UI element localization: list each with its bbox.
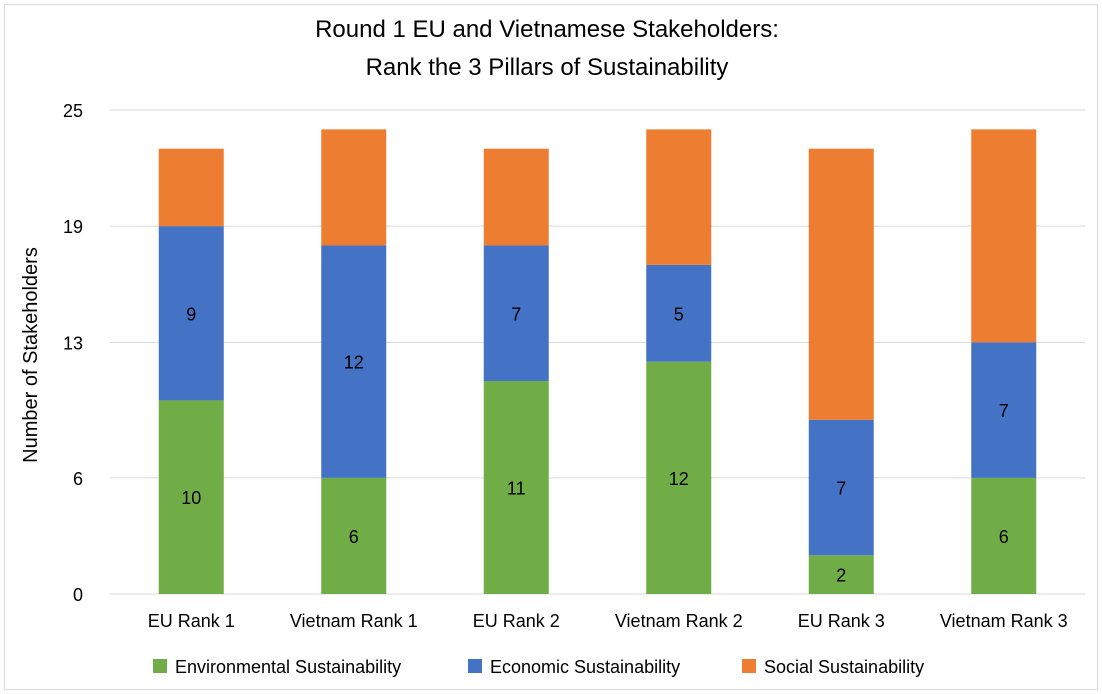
x-tick-label: EU Rank 3 [798,611,885,631]
stacked-bar-chart: Round 1 EU and Vietnamese Stakeholders: … [20,16,1085,677]
legend-swatch [742,659,756,673]
y-tick-label: 25 [63,101,83,121]
chart-frame: Round 1 EU and Vietnamese Stakeholders: … [4,4,1098,690]
bar-segment [158,226,224,401]
x-axis-ticks: EU Rank 1 Vietnam Rank 1 EU Rank 2 Vietnam … [148,611,1068,631]
y-axis-label: Number of Stakeholders [20,247,42,463]
chart-title-line-2: Rank the 3 Pillars of Sustainability [366,54,729,81]
data-label: 6 [999,527,1009,547]
data-label: 7 [999,401,1009,421]
legend-label: Social Sustainability [764,657,924,677]
x-tick-label: EU Rank 1 [148,611,235,631]
x-tick-label: Vietnam Rank 3 [940,611,1068,631]
data-label: 2 [836,566,846,586]
bar-segment [483,245,549,382]
bar-segment [808,148,874,420]
bar-segment [321,477,387,594]
legend: Environmental Sustainability Economic Sus… [153,657,924,677]
data-label: 11 [507,479,526,499]
data-label: 6 [349,527,359,547]
chart-title: Round 1 EU and Vietnamese Stakeholders: … [315,16,779,81]
bar-segment [646,129,712,265]
data-label: 5 [674,304,684,324]
bar-segment [808,555,874,594]
bar-segment [321,245,387,478]
data-label: 7 [511,304,521,324]
y-axis-ticks: 0 6 13 19 25 [63,101,83,605]
bar-segment [646,264,712,362]
y-tick-label: 0 [73,585,83,605]
y-tick-label: 13 [63,333,83,353]
data-label: 12 [669,469,689,489]
y-tick-label: 19 [63,217,83,237]
bar-segment [158,148,224,227]
bars: 10 9 6 12 11 7 12 5 2 7 6 7 [158,129,1037,594]
legend-swatch [468,659,482,673]
data-label: 10 [181,488,201,508]
data-label: 7 [836,479,846,499]
x-tick-label: Vietnam Rank 2 [615,611,743,631]
legend-swatch [153,659,167,673]
legend-label: Environmental Sustainability [175,657,401,677]
bar-segment [158,400,224,594]
data-label: 12 [344,353,364,373]
bar-segment [483,381,549,594]
bar-segment [646,361,712,594]
chart-title-line-1: Round 1 EU and Vietnamese Stakeholders: [315,16,779,43]
bar-segment [321,129,387,246]
x-tick-label: EU Rank 2 [473,611,560,631]
y-tick-label: 6 [73,469,83,489]
bar-segment [808,419,874,556]
data-label: 9 [186,304,196,324]
gridlines [110,109,1085,595]
bar-segment [971,129,1037,343]
x-tick-label: Vietnam Rank 1 [290,611,418,631]
legend-label: Economic Sustainability [490,657,680,677]
bar-segment [971,477,1037,594]
bar-segment [483,148,549,246]
bar-segment [971,342,1037,478]
